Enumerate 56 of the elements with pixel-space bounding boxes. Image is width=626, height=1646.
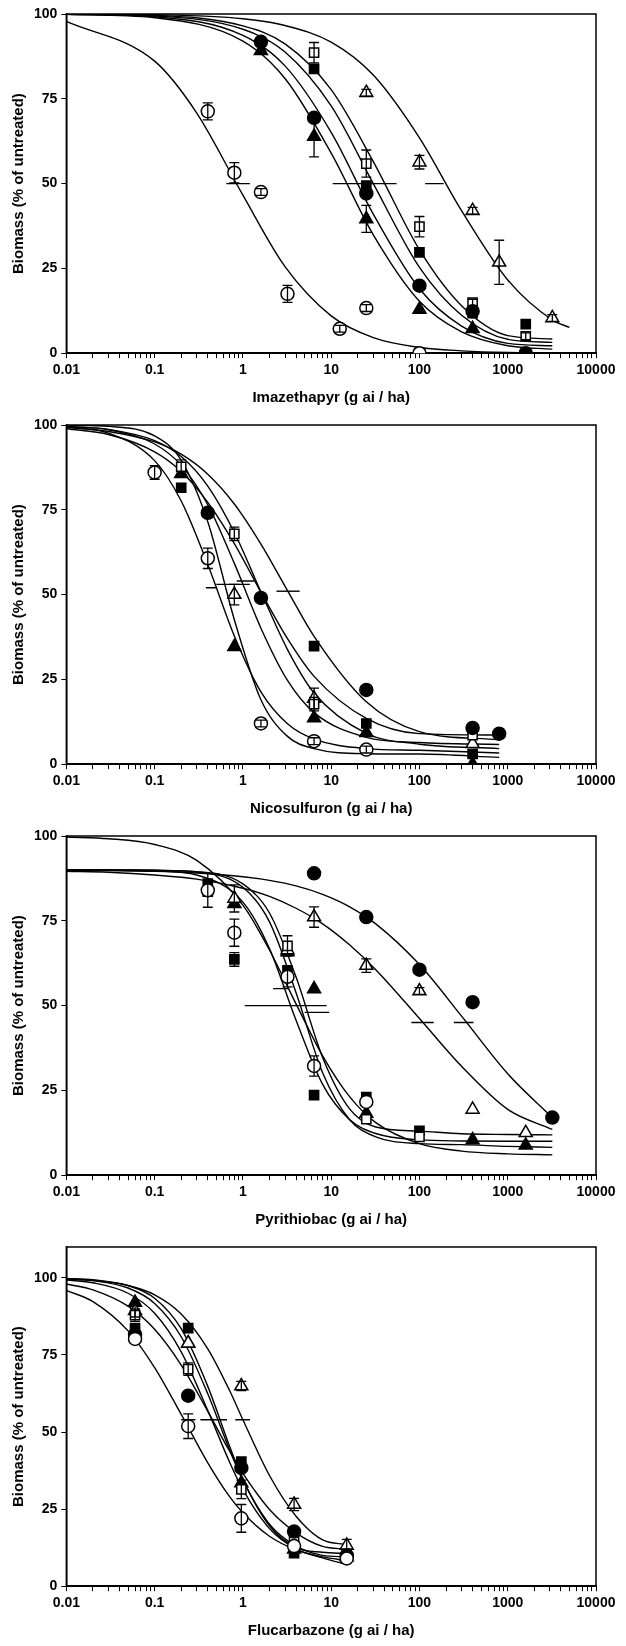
x-tick-label: 1 (239, 1183, 248, 1200)
y-tick-label: 0 (49, 1577, 58, 1594)
x-tick-label: 0.1 (144, 772, 165, 789)
x-tick-label: 1 (239, 1594, 248, 1611)
y-tick-label: 100 (34, 826, 58, 843)
y-tick-label: 75 (41, 911, 58, 928)
y-tick-label: 25 (41, 1081, 58, 1098)
x-tick-label: 0.01 (52, 1594, 81, 1611)
x-tick-label: 10000 (576, 1183, 616, 1200)
y-axis-title: Biomass (% of untreated) (9, 93, 27, 275)
y-tick-label: 75 (41, 500, 58, 517)
y-tick-label: 0 (49, 755, 58, 772)
x-tick-label: 1 (239, 772, 248, 789)
y-tick-label: 25 (41, 670, 58, 687)
x-tick-label: 1000 (492, 1594, 524, 1611)
x-axis-title: Nicosulfuron (g ai / ha) (249, 799, 413, 817)
x-tick-label: 100 (407, 361, 432, 378)
y-tick-label: 0 (49, 344, 58, 361)
x-tick-label: 100 (407, 1183, 432, 1200)
x-tick-label: 1 (239, 361, 248, 378)
y-tick-label: 50 (41, 996, 58, 1013)
y-tick-label: 50 (41, 1422, 58, 1439)
y-tick-label: 100 (34, 4, 58, 21)
y-tick-label: 25 (41, 259, 58, 276)
y-tick-label: 50 (41, 174, 58, 191)
x-tick-label: 0.01 (52, 1183, 81, 1200)
y-tick-label: 50 (41, 585, 58, 602)
y-tick-label: 25 (41, 1499, 58, 1516)
y-tick-label: 100 (34, 415, 58, 432)
x-tick-label: 0.1 (144, 1594, 165, 1611)
x-tick-label: 0.01 (52, 361, 81, 378)
x-tick-label: 0.1 (144, 361, 165, 378)
x-tick-label: 0.01 (52, 772, 81, 789)
y-tick-label: 75 (41, 89, 58, 106)
x-axis-title: Flucarbazone (g ai / ha) (247, 1621, 415, 1639)
x-tick-label: 1000 (492, 772, 524, 789)
y-tick-label: 0 (49, 1166, 58, 1183)
x-tick-label: 1000 (492, 1183, 524, 1200)
y-tick-label: 100 (34, 1268, 58, 1285)
x-tick-label: 1000 (492, 361, 524, 378)
y-axis-title: Biomass (% of untreated) (9, 1326, 27, 1508)
x-tick-label: 100 (407, 1594, 432, 1611)
y-axis-title: Biomass (% of untreated) (9, 504, 27, 686)
x-tick-label: 10 (323, 772, 340, 789)
x-axis-title: Pyrithiobac (g ai / ha) (255, 1210, 408, 1228)
x-axis-title: Imazethapyr (g ai / ha) (252, 388, 410, 406)
x-tick-label: 10 (323, 1594, 340, 1611)
x-tick-label: 10000 (576, 772, 616, 789)
x-tick-label: 10000 (576, 1594, 616, 1611)
x-tick-label: 10 (323, 1183, 340, 1200)
y-tick-label: 75 (41, 1345, 58, 1362)
x-tick-label: 0.1 (144, 1183, 165, 1200)
x-tick-label: 100 (407, 772, 432, 789)
x-tick-label: 10000 (576, 361, 616, 378)
y-axis-title: Biomass (% of untreated) (9, 915, 27, 1097)
x-tick-label: 10 (323, 361, 340, 378)
